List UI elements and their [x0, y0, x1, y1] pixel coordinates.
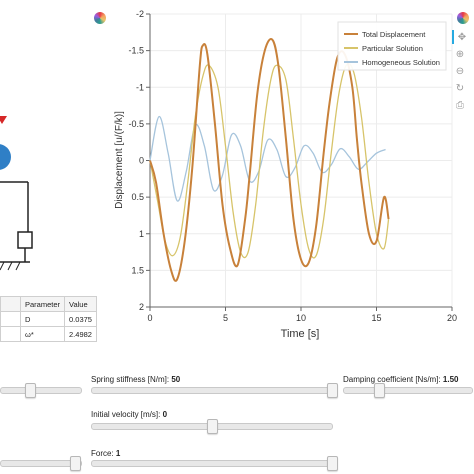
table-header-parameter: Parameter: [19, 296, 66, 312]
table-cell: [0, 311, 21, 327]
damping-coefficient-handle[interactable]: [374, 383, 385, 398]
series: [149, 38, 390, 282]
table-row: D 0.0375: [0, 311, 97, 327]
param-name: D: [19, 311, 66, 327]
param-value: 2.4982: [64, 326, 97, 342]
ground-hatch: [7, 261, 13, 271]
ground-hatch: [0, 261, 5, 271]
left-bottom-slider-handle[interactable]: [70, 456, 81, 471]
force-arrow-icon: [0, 116, 7, 124]
pan-icon[interactable]: ✥: [452, 30, 470, 44]
x-tick-label: 15: [371, 313, 381, 323]
force-slider[interactable]: [91, 460, 333, 467]
parameter-table: Parameter Value D 0.0375 ω* 2.4982: [0, 296, 97, 342]
mass-circle: [0, 144, 11, 170]
table-cell: [0, 296, 21, 312]
x-tick-label: 20: [447, 313, 457, 323]
y-axis-label: Displacement [u/(F/k)]: [114, 111, 125, 209]
x-axis-label: Time [s]: [281, 328, 320, 340]
y-tick-label: -1: [136, 82, 144, 92]
y-tick-label: 1.5: [131, 265, 144, 275]
axes: 0 5 10 15 20 -2 -1.5 -1 -0.5 0 0.5 1 1.5 2: [128, 9, 457, 323]
mass-spring-damper-diagram: [0, 116, 33, 271]
legend-label: Particular Solution: [362, 44, 423, 53]
left-bottom-slider-track[interactable]: [0, 460, 82, 467]
damping-coefficient-label: Damping coefficient [Ns/m]: 1.50: [343, 375, 458, 384]
table-header-row: Parameter Value: [0, 296, 97, 312]
table-cell: [0, 326, 21, 342]
series-line-0: [149, 38, 390, 282]
force-label: Force: 1: [91, 449, 120, 458]
damping-label-text: Damping coefficient [Ns/m]:: [343, 375, 443, 384]
save-icon[interactable]: ⎙: [456, 99, 464, 111]
y-tick-label: -1.5: [128, 46, 144, 56]
bokeh-logo-icon: [94, 12, 106, 24]
force-label-text: Force:: [91, 449, 116, 458]
velocity-value: 0: [162, 410, 168, 419]
displacement-plot[interactable]: 0 5 10 15 20 -2 -1.5 -1 -0.5 0 0.5 1 1.5 2 Total Disp…: [0, 0, 474, 350]
series-line-2: [149, 115, 386, 202]
y-tick-label: 0.5: [131, 192, 144, 202]
ground-hatch: [15, 261, 21, 271]
force-slider-handle[interactable]: [327, 456, 338, 471]
spring-stiffness-handle[interactable]: [327, 383, 338, 398]
x-tick-label: 0: [147, 313, 152, 323]
left-slider-track[interactable]: [0, 387, 82, 394]
left-slider-handle[interactable]: [25, 383, 36, 398]
table-row: ω* 2.4982: [0, 326, 97, 342]
legend-label: Homogeneous Solution: [362, 58, 440, 67]
spring-label-text: Spring stiffness [N/m]:: [91, 375, 172, 384]
force-value: 1: [115, 449, 121, 458]
param-value: 0.0375: [64, 311, 97, 327]
x-tick-label: 10: [296, 313, 306, 323]
spring-stiffness-slider[interactable]: [91, 387, 333, 394]
y-tick-label: 2: [139, 302, 144, 312]
y-tick-label: -2: [136, 9, 144, 19]
damping-coefficient-slider[interactable]: [343, 387, 473, 394]
box-zoom-icon[interactable]: ⊕: [455, 48, 465, 60]
legend-label: Total Displacement: [362, 30, 426, 39]
velocity-label-text: Initial velocity [m/s]:: [91, 410, 163, 419]
reset-icon[interactable]: ↻: [455, 82, 465, 94]
table-header-value: Value: [64, 296, 97, 312]
spring-stiffness-label: Spring stiffness [N/m]: 50: [91, 375, 180, 384]
spring-value: 50: [171, 375, 181, 384]
plot-toolbar: ✥ ⊕ ⊖ ↻ ⎙: [452, 30, 470, 115]
param-name: ω*: [19, 326, 66, 342]
y-tick-label: -0.5: [128, 119, 144, 129]
x-tick-label: 5: [223, 313, 228, 323]
y-tick-label: 0: [139, 156, 144, 166]
legend: Total Displacement Particular Solution Hom…: [337, 21, 447, 71]
y-tick-label: 1: [139, 229, 144, 239]
initial-velocity-handle[interactable]: [207, 419, 218, 434]
bokeh-logo-icon: [457, 12, 469, 24]
damping-value: 1.50: [442, 375, 459, 384]
initial-velocity-label: Initial velocity [m/s]: 0: [91, 410, 167, 419]
wheel-zoom-icon[interactable]: ⊖: [455, 65, 465, 77]
